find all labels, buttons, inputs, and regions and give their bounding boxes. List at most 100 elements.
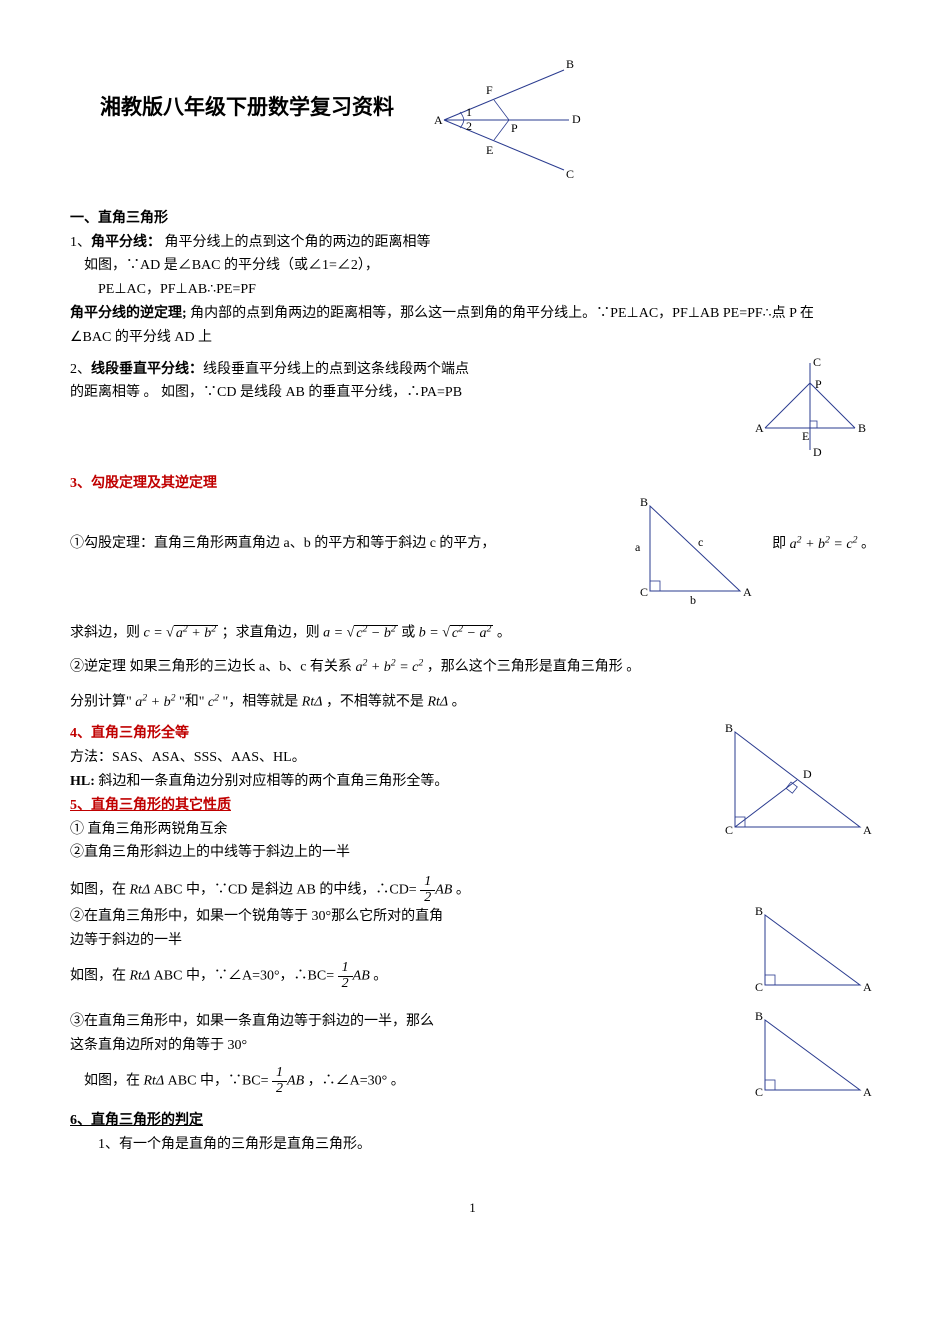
label-A: A [755, 421, 764, 435]
frac1-suffix: AB [435, 883, 452, 898]
label-F: F [486, 83, 493, 97]
rtD2: RtΔ [427, 695, 448, 710]
label-E: E [802, 429, 809, 443]
frac-half-ab-1: 12 [420, 875, 435, 905]
label-B: B [755, 904, 763, 918]
sec3-p2c: 或 [401, 626, 415, 641]
eq-a: a = √c2 − b2 [323, 625, 398, 641]
figure-perp-bisector: A B C D P E [745, 358, 875, 467]
sec3-p4e: 。 [452, 695, 466, 710]
rtD5: RtΔ [144, 1073, 165, 1088]
label-D: D [572, 112, 581, 126]
label-D: D [813, 445, 822, 459]
sec3-p3a: ②逆定理 如果三角形的三边长 a、b、c 有关系 [70, 660, 352, 675]
sec3-p1: ①勾股定理：直角三角形两直角边 a、b 的平方和等于斜边 c 的平方， [70, 496, 618, 556]
sec5-p1: ① 直角三角形两锐角互余 [70, 818, 703, 842]
label-A: A [743, 585, 752, 599]
eq4a: a2 + b2 [135, 695, 179, 710]
sec1-p1-num: 1、 [70, 235, 91, 250]
sec1-inverse: 角平分线的逆定理; 角内部的点到角两边的距离相等，那么这一点到角的角平分线上。∵… [70, 302, 875, 326]
label-A: A [434, 113, 443, 127]
sec2-key: 线段垂直平分线： [91, 362, 203, 377]
sec5-p3: 如图，在 RtΔ ABC 中，∵CD 是斜边 AB 的中线，∴CD= 12AB … [70, 875, 875, 905]
sec4-p2b: 斜边和一条直角边分别对应相等的两个直角三角形全等。 [95, 774, 449, 789]
label-A: A [863, 980, 872, 994]
section-6: 6、直角三角形的判定 1、有一个角是直角的三角形是直角三角形。 [70, 1109, 875, 1157]
page-title: 湘教版八年级下册数学复习资料 [100, 90, 394, 126]
sec3-row1: ①勾股定理：直角三角形两直角边 a、b 的平方和等于斜边 c 的平方， C A … [70, 496, 875, 615]
sec5-p9: 如图，在 RtΔ ABC 中，∵BC= 12AB ，∴∠A=30° 。 [84, 1066, 733, 1096]
sec4-p2: HL: 斜边和一条直角边分别对应相等的两个直角三角形全等。 [70, 770, 703, 794]
frac3-suffix: AB [287, 1073, 304, 1088]
sec6-p1: 1、有一个角是直角的三角形是直角三角形。 [98, 1133, 875, 1157]
sec3-line3: ②逆定理 如果三角形的三边长 a、b、c 有关系 a2 + b2 = c2 ，那… [70, 655, 875, 679]
sec5-p6: 如图，在 RtΔ ABC 中，∵∠A=30°，∴BC= 12AB 。 [70, 961, 733, 991]
sec5-row3: ③在直角三角形中，如果一条直角边等于斜边的一半，那么 这条直角边所对的角等于 3… [70, 1010, 875, 1109]
sec3-p3b: ，那么这个三角形是直角三角形 。 [427, 660, 641, 675]
figure-rt-with-median: C A B D [715, 722, 875, 851]
sec5-p4: ②在直角三角形中，如果一个锐角等于 30°那么它所对的直角 [70, 905, 733, 929]
sec2-num: 2、 [70, 362, 91, 377]
label-C: C [640, 585, 648, 599]
sec5-p8: 这条直角边所对的角等于 30° [70, 1034, 733, 1058]
rtD1: RtΔ [302, 695, 323, 710]
sec4-p2a: HL: [70, 774, 95, 789]
sec5-p2: ②直角三角形斜边上的中线等于斜边上的一半 [70, 841, 703, 865]
sec5-p9b: ABC 中，∵BC= [168, 1073, 269, 1088]
sec5-p6a: 如图，在 [70, 968, 126, 983]
rtD4: RtΔ [130, 968, 151, 983]
sec1-line3: PE⊥AC，PF⊥AB∴PE=PF [98, 278, 875, 302]
sec5-p7: ③在直角三角形中，如果一条直角边等于斜边的一半，那么 [70, 1010, 733, 1034]
figure-right-triangle-abc: C A B a b c [630, 496, 760, 615]
sec5-p3c: 。 [456, 883, 470, 898]
sec5-row2: ②在直角三角形中，如果一个锐角等于 30°那么它所对的直角 边等于斜边的一半 如… [70, 905, 875, 1004]
sec6-heading: 6、直角三角形的判定 [70, 1109, 875, 1133]
eq-b: b = √c2 − a2 [419, 625, 494, 641]
label-B: B [566, 57, 574, 71]
eq3: a2 + b2 = c2 [355, 660, 423, 675]
section-3: 3、勾股定理及其逆定理 ①勾股定理：直角三角形两直角边 a、b 的平方和等于斜边… [70, 472, 875, 714]
section-2-row: 2、线段垂直平分线：线段垂直平分线上的点到这条线段两个端点 的距离相等 。 如图… [70, 358, 875, 467]
frac-half-ab-3: 12 [272, 1066, 287, 1096]
sec3-line2: 求斜边，则 c = √a2 + b2 ；求直角边，则 a = √c2 − b2 … [70, 621, 875, 645]
sec3-p4b: "和" [179, 695, 204, 710]
sec3-p2d: 。 [497, 626, 511, 641]
sec5-p5: 边等于斜边的一半 [70, 929, 733, 953]
eq-c: c = √a2 + b2 [144, 625, 219, 641]
sec3-p2a: 求斜边，则 [70, 626, 140, 641]
sec3-p4a: 分别计算" [70, 695, 132, 710]
sec3-p1a: ①勾股定理：直角三角形两直角边 a、b 的平方和等于斜边 c 的平方， [70, 536, 495, 551]
sec1-line1: 1、角平分线： 角平分线上的点到这个角的两边的距离相等 [70, 231, 875, 255]
label-A: A [863, 823, 872, 837]
sec5-p6c: 。 [373, 968, 387, 983]
label-P: P [815, 377, 822, 391]
sec5-heading: 5、直角三角形的其它性质 [70, 794, 703, 818]
sec3-p2b: ；求直角边，则 [222, 626, 320, 641]
label-E: E [486, 143, 493, 157]
label-c: c [698, 535, 703, 549]
sec4-p1: 方法：SAS、ASA、SSS、AAS、HL。 [70, 746, 703, 770]
label-A: A [863, 1085, 872, 1099]
sec3-p4d: ，不相等就不是 [326, 695, 424, 710]
page-number: 1 [70, 1197, 875, 1219]
sec1-line5: ∠BAC 的平分线 AD 上 [70, 326, 875, 350]
sec2-text: 线段垂直平分线上的点到这条线段两个端点 [203, 362, 469, 377]
label-B: B [640, 495, 648, 509]
sec3-heading: 3、勾股定理及其逆定理 [70, 472, 875, 496]
sec1-p1-text: 角平分线上的点到这个角的两边的距离相等 [161, 235, 431, 250]
sec3-eq1-wrap: 即 a2 + b2 = c2 。 [772, 496, 875, 556]
figure-angle-bisector: A B C D F E P 1 2 [434, 60, 584, 189]
label-D: D [803, 767, 812, 781]
figure-rt-small-2: C A B [745, 1010, 875, 1109]
sec3-p1c: 。 [861, 537, 875, 552]
sec3-line4: 分别计算" a2 + b2 "和" c2 "，相等就是 RtΔ ，不相等就不是 … [70, 690, 875, 714]
eq-a2b2c2: a2 + b2 = c2 [790, 537, 858, 552]
label-2: 2 [466, 119, 472, 133]
label-a: a [635, 540, 641, 554]
sec1-p4-text: 角内部的点到角两边的距离相等，那么这一点到角的角平分线上。∵PE⊥AC，PF⊥A… [187, 306, 814, 321]
label-b: b [690, 593, 696, 607]
section-2: 2、线段垂直平分线：线段垂直平分线上的点到这条线段两个端点 的距离相等 。 如图… [70, 358, 733, 406]
sec1-line2: 如图，∵AD 是∠BAC 的平分线（或∠1=∠2）， [84, 254, 875, 278]
label-C: C [755, 1085, 763, 1099]
section-1: 一、直角三角形 1、角平分线： 角平分线上的点到这个角的两边的距离相等 如图，∵… [70, 207, 875, 350]
